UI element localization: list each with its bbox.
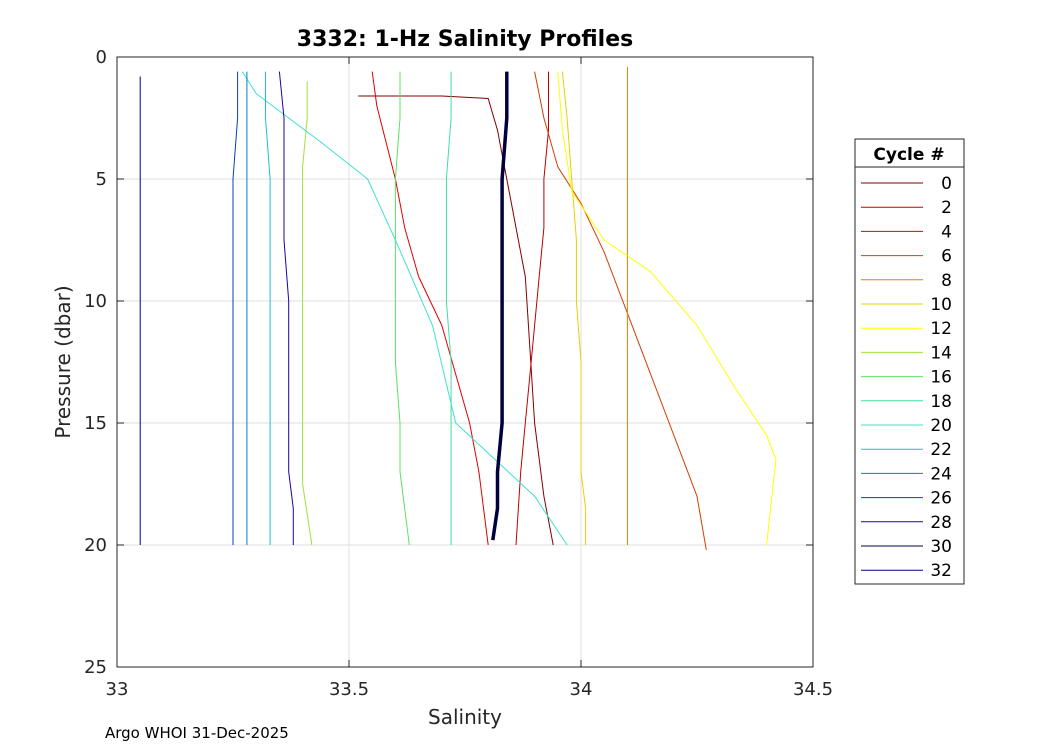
series-lines <box>139 66 777 550</box>
series-line-cycle-18 <box>445 71 452 545</box>
series-line-cycle-12 <box>557 71 777 546</box>
legend-label-cycle-24: 24 <box>930 464 952 484</box>
y-tick-label: 10 <box>84 291 107 312</box>
legend-label-cycle-4: 4 <box>941 222 952 242</box>
y-tick-label: 5 <box>96 169 107 190</box>
legend-title: Cycle # <box>873 145 944 165</box>
footer-credit: Argo WHOI 31-Dec-2025 <box>105 724 289 742</box>
legend-label-cycle-20: 20 <box>930 416 952 436</box>
series-line-cycle-2 <box>515 71 549 546</box>
legend-label-cycle-28: 28 <box>930 513 952 533</box>
y-tick-label: 0 <box>96 47 107 68</box>
legend-box <box>854 138 965 585</box>
x-tick-label: 33 <box>106 679 129 700</box>
series-line-cycle-16 <box>394 71 410 546</box>
x-tick-label: 33.5 <box>329 679 369 700</box>
legend-label-cycle-32: 32 <box>930 561 952 581</box>
y-axis-label: Pressure (dbar) <box>51 285 75 438</box>
series-line-cycle-22 <box>265 71 271 545</box>
legend-label-cycle-18: 18 <box>930 392 952 412</box>
series-line-cycle-6 <box>534 71 707 550</box>
chart-title: 3332: 1-Hz Salinity Profiles <box>297 27 633 52</box>
legend-label-cycle-14: 14 <box>930 343 952 363</box>
legend-label-cycle-0: 0 <box>941 174 952 194</box>
legend-label-cycle-10: 10 <box>930 295 952 315</box>
plot-frame <box>116 56 814 668</box>
series-line-cycle-30 <box>491 71 509 541</box>
series-line-cycle-26 <box>232 71 239 545</box>
axis-ticks: 33 33.5 34 34.5 0 5 10 15 20 25 <box>84 47 833 700</box>
legend-label-cycle-26: 26 <box>930 489 952 509</box>
legend-label-cycle-12: 12 <box>930 319 952 339</box>
y-tick-label: 20 <box>84 535 107 556</box>
series-line-cycle-0 <box>358 95 554 546</box>
y-tick-label: 15 <box>84 413 107 434</box>
series-line-cycle-28 <box>278 71 294 545</box>
x-axis-label: Salinity <box>428 705 502 729</box>
x-tick-label: 34.5 <box>793 679 833 700</box>
legend-label-cycle-16: 16 <box>930 368 952 388</box>
x-tick-label: 34 <box>570 679 593 700</box>
series-line-cycle-20 <box>241 71 568 546</box>
series-line-cycle-14 <box>302 81 313 546</box>
y-tick-label: 25 <box>84 657 107 678</box>
legend-label-cycle-2: 2 <box>941 198 952 218</box>
series-line-cycle-4 <box>371 71 489 546</box>
legend-label-cycle-30: 30 <box>930 537 952 557</box>
plot-area <box>117 57 813 667</box>
legend-label-cycle-6: 6 <box>941 247 952 267</box>
legend-label-cycle-8: 8 <box>941 271 952 291</box>
legend-label-cycle-22: 22 <box>930 440 952 460</box>
series-line-cycle-10 <box>561 71 587 545</box>
